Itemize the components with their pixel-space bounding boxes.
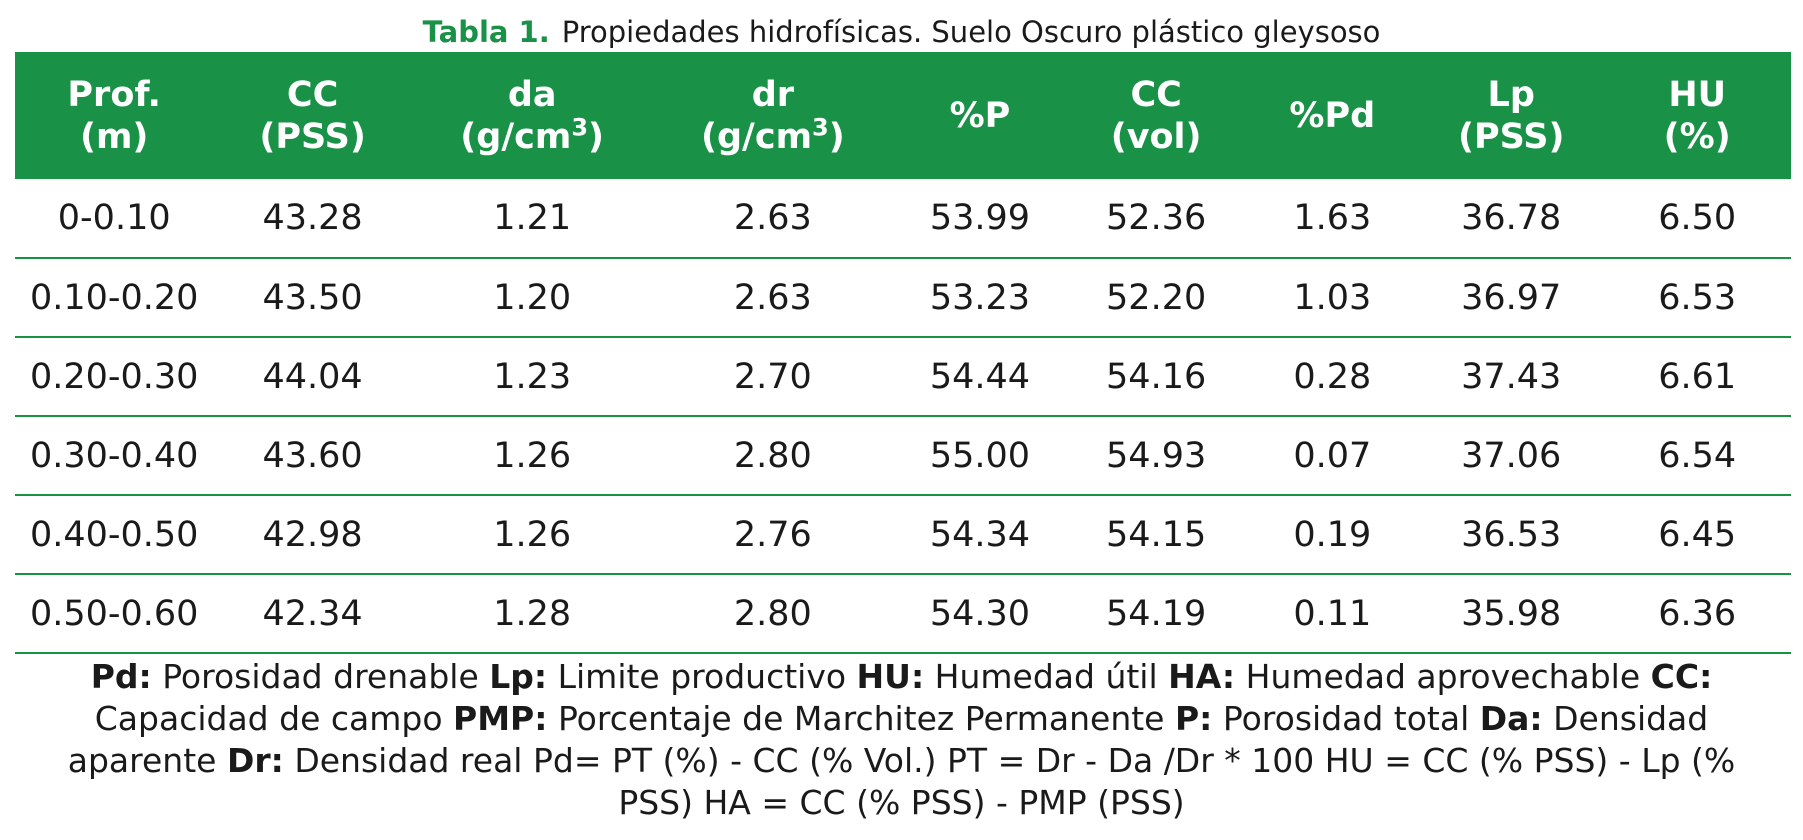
footnote-definition: Densidad aparente — [67, 699, 1709, 780]
table-cell: 2.76 — [733, 514, 812, 555]
footnote-definitions: Pd: Porosidad drenable Lp: Limite produc… — [68, 657, 1713, 780]
table-cell: 2.63 — [733, 277, 812, 318]
table-cell: 53.99 — [929, 198, 1031, 238]
table-cell: 2.63 — [733, 198, 812, 238]
table-cell: 54.93 — [1106, 435, 1207, 476]
table-cell: 43.28 — [262, 198, 363, 238]
footnote-term: Dr: — [226, 741, 284, 780]
table-cell: 0-0.10 — [57, 198, 171, 238]
table-cell: 6.61 — [1658, 356, 1737, 397]
table-row: 0.30-0.40 43.60 1.26 2.80 55.00 54.93 0.07 37.0… — [15, 416, 1791, 495]
table-cell: 0.19 — [1293, 514, 1372, 555]
table-cell: 6.36 — [1658, 593, 1737, 634]
table-cell: 1.63 — [1293, 198, 1372, 238]
table-body: 0-0.10 43.28 1.21 2.63 53.99 52.36 1.63 36.78 6.… — [15, 179, 1791, 653]
table-cell: 1.28 — [493, 593, 572, 634]
table-cell: 0.07 — [1293, 435, 1372, 476]
table-footnote: Pd: Porosidad drenable Lp: Limite produc… — [30, 656, 1773, 824]
header-lp: Lp (PSS) — [1457, 74, 1565, 157]
table-cell: 54.16 — [1106, 356, 1207, 397]
header-cc-pss: CC (PSS) — [259, 74, 366, 157]
table-cell: 0.10-0.20 — [29, 277, 199, 318]
caption-label: Tabla 1. — [422, 15, 550, 49]
table-cell: 42.98 — [262, 514, 363, 555]
header-da: da (g/cm3) — [460, 74, 605, 157]
table-row: 0.10-0.20 43.50 1.20 2.63 53.23 52.20 1.03 36.9… — [15, 258, 1791, 337]
footnote-definition: Humedad útil — [934, 657, 1158, 696]
footnote-term: HU: — [856, 657, 925, 696]
table-cell: 0.30-0.40 — [29, 435, 199, 476]
footnote-definition: Densidad real — [294, 741, 523, 780]
table-cell: 54.30 — [929, 593, 1031, 634]
table-cell: 55.00 — [929, 435, 1031, 476]
table-cell: 43.50 — [262, 277, 363, 318]
table-cell: 1.21 — [493, 198, 572, 238]
footnote-definition: Limite productivo — [557, 657, 847, 696]
table-row: 0.20-0.30 44.04 1.23 2.70 54.44 54.16 0.28 37.4… — [15, 337, 1791, 416]
table-cell: 1.03 — [1293, 277, 1372, 318]
footnote-definition: Porcentaje de Marchitez Permanente — [557, 699, 1165, 738]
table-cell: 54.34 — [929, 514, 1031, 555]
table-cell: 1.23 — [493, 356, 572, 397]
table-cell: 44.04 — [262, 356, 363, 397]
table-cell: 0.11 — [1293, 593, 1372, 634]
table-cell: 36.97 — [1461, 277, 1562, 318]
table-cell: 35.98 — [1461, 593, 1562, 634]
footnote-term: CC: — [1650, 657, 1713, 696]
footnote-definition: Porosidad drenable — [162, 657, 479, 696]
table-cell: 54.15 — [1106, 514, 1207, 555]
table-cell: 54.19 — [1106, 593, 1207, 634]
table-caption: Tabla 1. Propiedades hidrofísicas. Suelo … — [0, 14, 1803, 50]
header-porosity: %P — [949, 95, 1011, 136]
table-cell: 2.80 — [733, 593, 812, 634]
table-cell: 43.60 — [262, 435, 363, 476]
table-cell: 52.20 — [1106, 277, 1207, 318]
caption-text: Propiedades hidrofísicas. Suelo Oscuro p… — [561, 15, 1381, 49]
table-cell: 0.20-0.30 — [29, 356, 199, 397]
table-cell: 54.44 — [929, 356, 1031, 397]
table-cell: 36.53 — [1461, 514, 1562, 555]
footnote-definition: Porosidad total — [1222, 699, 1470, 738]
table-cell: 6.50 — [1658, 198, 1737, 238]
footnote-formulas: Pd= PT (%) - CC (% Vol.) PT = Dr - Da /D… — [532, 741, 1736, 822]
table-cell: 2.70 — [733, 356, 812, 397]
table-cell: 1.26 — [493, 514, 572, 555]
footnote-definition: Capacidad de campo — [94, 699, 443, 738]
table-cell: 0.50-0.60 — [29, 593, 199, 634]
footnote-term: HA: — [1168, 657, 1236, 696]
table-cell: 2.80 — [733, 435, 812, 476]
header-prof: Prof. (m) — [67, 74, 161, 157]
footnote-term: PMP: — [453, 699, 548, 738]
footnote-term: Da: — [1479, 699, 1543, 738]
table-cell: 42.34 — [262, 593, 363, 634]
table-cell: 37.43 — [1461, 356, 1562, 397]
table-row: 0.50-0.60 42.34 1.28 2.80 54.30 54.19 0.11 35.9… — [15, 574, 1791, 653]
table-cell: 1.26 — [493, 435, 572, 476]
hydrophysical-properties-table: Prof. (m) CC (PSS) da (g/cm3) dr (g/cm3) %P … — [15, 52, 1791, 654]
footnote-term: Lp: — [489, 657, 548, 696]
table-cell: 37.06 — [1461, 435, 1562, 476]
table-cell: 36.78 — [1461, 198, 1562, 238]
table-cell: 6.45 — [1658, 514, 1737, 555]
table-row: 0.40-0.50 42.98 1.26 2.76 54.34 54.15 0.19 36.5… — [15, 495, 1791, 574]
footnote-term: Pd: — [90, 657, 152, 696]
header-pd: %Pd — [1289, 95, 1376, 136]
table-cell: 1.20 — [493, 277, 572, 318]
footnote-definition: Humedad aprovechable — [1245, 657, 1641, 696]
footnote-term: P: — [1175, 699, 1213, 738]
table-cell: 6.53 — [1658, 277, 1737, 318]
table-cell: 52.36 — [1106, 198, 1207, 238]
table-cell: 53.23 — [929, 277, 1031, 318]
table-cell: 6.54 — [1658, 435, 1737, 476]
header-hu: HU (%) — [1663, 74, 1731, 157]
table-cell: 0.40-0.50 — [29, 514, 199, 555]
header-row: Prof. (m) CC (PSS) da (g/cm3) dr (g/cm3) %P … — [15, 52, 1791, 179]
table-row: 0-0.10 43.28 1.21 2.63 53.99 52.36 1.63 36.78 6.… — [15, 179, 1791, 258]
header-cc-vol: CC (vol) — [1110, 74, 1202, 157]
table-cell: 0.28 — [1293, 356, 1372, 397]
header-dr: dr (g/cm3) — [700, 74, 845, 157]
